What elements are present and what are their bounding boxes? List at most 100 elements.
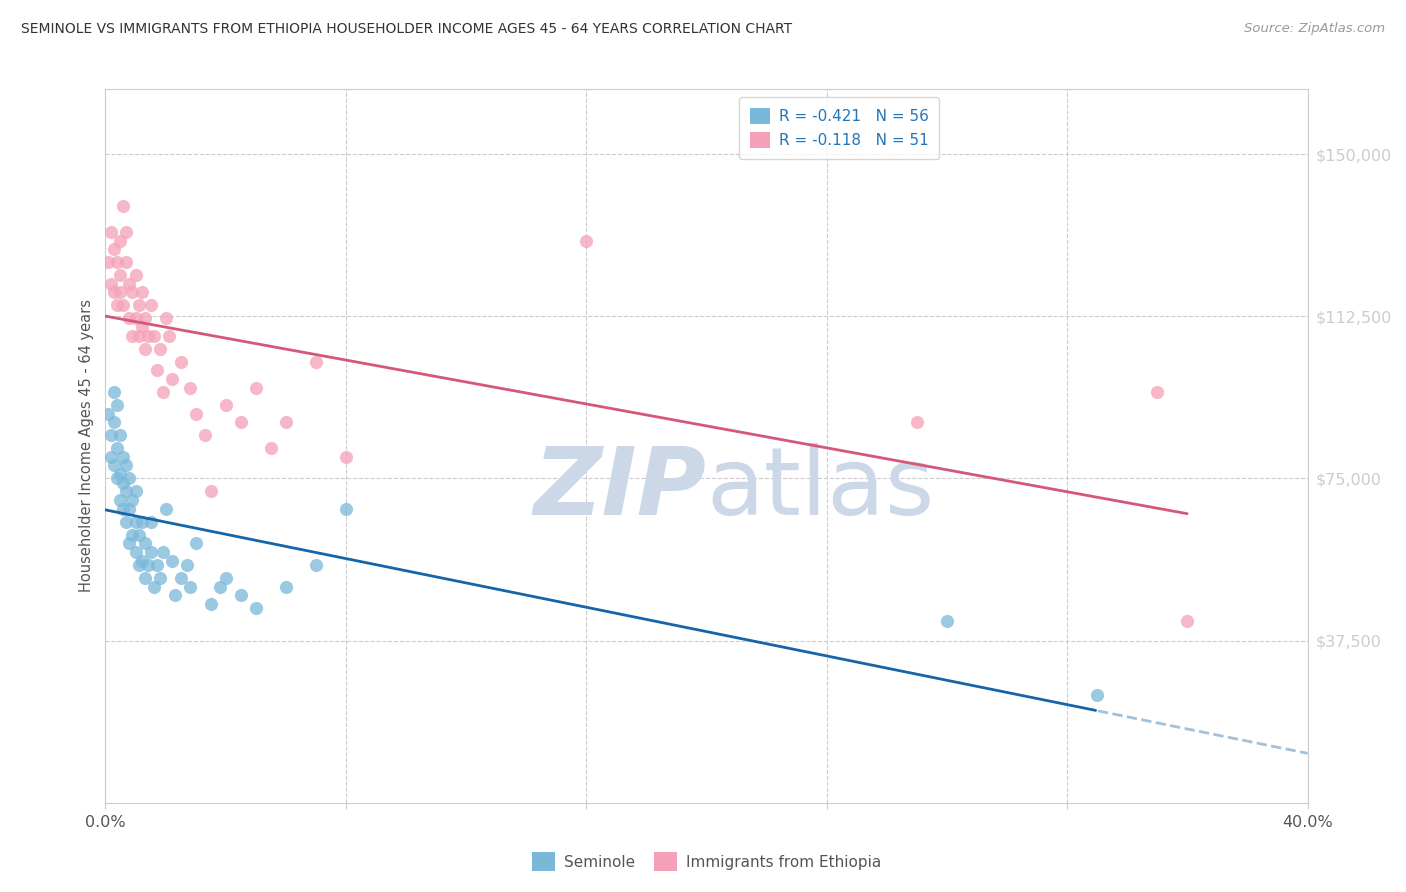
Point	[136, 558, 159, 572]
Point	[112, 199, 135, 213]
Point	[214, 571, 236, 585]
Point	[100, 450, 122, 464]
Point	[179, 580, 201, 594]
Point	[100, 277, 122, 291]
Point	[229, 415, 252, 429]
Point	[115, 225, 138, 239]
Point	[118, 536, 141, 550]
Point	[112, 298, 135, 312]
Point	[1175, 614, 1198, 628]
Point	[208, 580, 231, 594]
Point	[305, 558, 328, 572]
Point	[169, 354, 191, 368]
Point	[121, 328, 143, 343]
Point	[124, 484, 146, 499]
Point	[179, 381, 201, 395]
Point	[118, 277, 141, 291]
Text: Source: ZipAtlas.com: Source: ZipAtlas.com	[1244, 22, 1385, 36]
Point	[145, 558, 167, 572]
Point	[107, 255, 129, 269]
Point	[110, 493, 132, 508]
Point	[121, 493, 143, 508]
Point	[118, 501, 141, 516]
Point	[128, 527, 150, 541]
Text: atlas: atlas	[707, 442, 935, 535]
Point	[128, 558, 150, 572]
Point	[115, 255, 138, 269]
Point	[107, 298, 129, 312]
Y-axis label: Householder Income Ages 45 - 64 years: Householder Income Ages 45 - 64 years	[79, 300, 94, 592]
Point	[905, 415, 928, 429]
Point	[260, 441, 283, 455]
Point	[200, 597, 222, 611]
Point	[1085, 688, 1108, 702]
Text: ZIP: ZIP	[534, 442, 707, 535]
Point	[112, 450, 135, 464]
Point	[115, 515, 138, 529]
Point	[131, 320, 153, 334]
Point	[131, 285, 153, 300]
Point	[245, 381, 267, 395]
Point	[184, 407, 207, 421]
Point	[155, 501, 177, 516]
Point	[214, 398, 236, 412]
Point	[200, 484, 222, 499]
Point	[145, 363, 167, 377]
Point	[134, 311, 156, 326]
Point	[110, 234, 132, 248]
Point	[152, 545, 174, 559]
Point	[103, 285, 125, 300]
Point	[274, 580, 297, 594]
Point	[575, 234, 598, 248]
Point	[118, 311, 141, 326]
Point	[100, 225, 122, 239]
Point	[100, 428, 122, 442]
Point	[110, 428, 132, 442]
Point	[155, 311, 177, 326]
Point	[110, 467, 132, 482]
Point	[163, 588, 186, 602]
Point	[115, 458, 138, 473]
Point	[124, 545, 146, 559]
Point	[305, 354, 328, 368]
Point	[169, 571, 191, 585]
Point	[1146, 384, 1168, 399]
Point	[194, 428, 217, 442]
Point	[103, 242, 125, 256]
Point	[110, 268, 132, 282]
Point	[115, 484, 138, 499]
Point	[136, 328, 159, 343]
Point	[148, 571, 170, 585]
Point	[97, 255, 120, 269]
Legend: Seminole, Immigrants from Ethiopia: Seminole, Immigrants from Ethiopia	[526, 847, 887, 877]
Point	[124, 268, 146, 282]
Point	[107, 471, 129, 485]
Point	[118, 471, 141, 485]
Point	[134, 536, 156, 550]
Point	[131, 515, 153, 529]
Point	[148, 342, 170, 356]
Point	[112, 501, 135, 516]
Point	[124, 515, 146, 529]
Point	[160, 372, 183, 386]
Point	[152, 384, 174, 399]
Point	[124, 311, 146, 326]
Point	[103, 384, 125, 399]
Point	[142, 580, 165, 594]
Point	[121, 285, 143, 300]
Point	[176, 558, 198, 572]
Point	[936, 614, 959, 628]
Point	[139, 545, 162, 559]
Point	[229, 588, 252, 602]
Point	[128, 328, 150, 343]
Point	[131, 553, 153, 567]
Point	[112, 475, 135, 490]
Point	[134, 342, 156, 356]
Point	[107, 398, 129, 412]
Point	[274, 415, 297, 429]
Point	[160, 553, 183, 567]
Point	[121, 527, 143, 541]
Point	[103, 458, 125, 473]
Point	[103, 415, 125, 429]
Point	[128, 298, 150, 312]
